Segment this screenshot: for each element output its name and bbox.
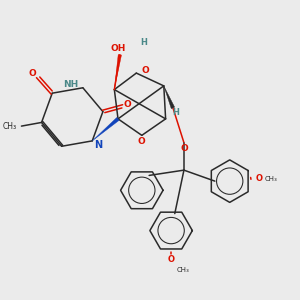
Polygon shape [92, 118, 119, 141]
Text: CH₃: CH₃ [3, 122, 17, 130]
Polygon shape [164, 86, 175, 109]
Text: O: O [124, 100, 132, 109]
Text: OH: OH [110, 44, 126, 53]
Text: CH₃: CH₃ [177, 267, 189, 273]
Text: N: N [94, 140, 102, 149]
Text: O: O [168, 255, 175, 264]
Text: H: H [140, 38, 147, 47]
Text: O: O [142, 66, 150, 75]
Polygon shape [114, 55, 122, 90]
Text: O: O [29, 69, 37, 78]
Text: O: O [255, 174, 262, 183]
Text: O: O [138, 137, 146, 146]
Text: CH₃: CH₃ [265, 176, 277, 182]
Text: O: O [180, 144, 188, 153]
Text: NH: NH [63, 80, 79, 89]
Text: H: H [172, 108, 179, 117]
